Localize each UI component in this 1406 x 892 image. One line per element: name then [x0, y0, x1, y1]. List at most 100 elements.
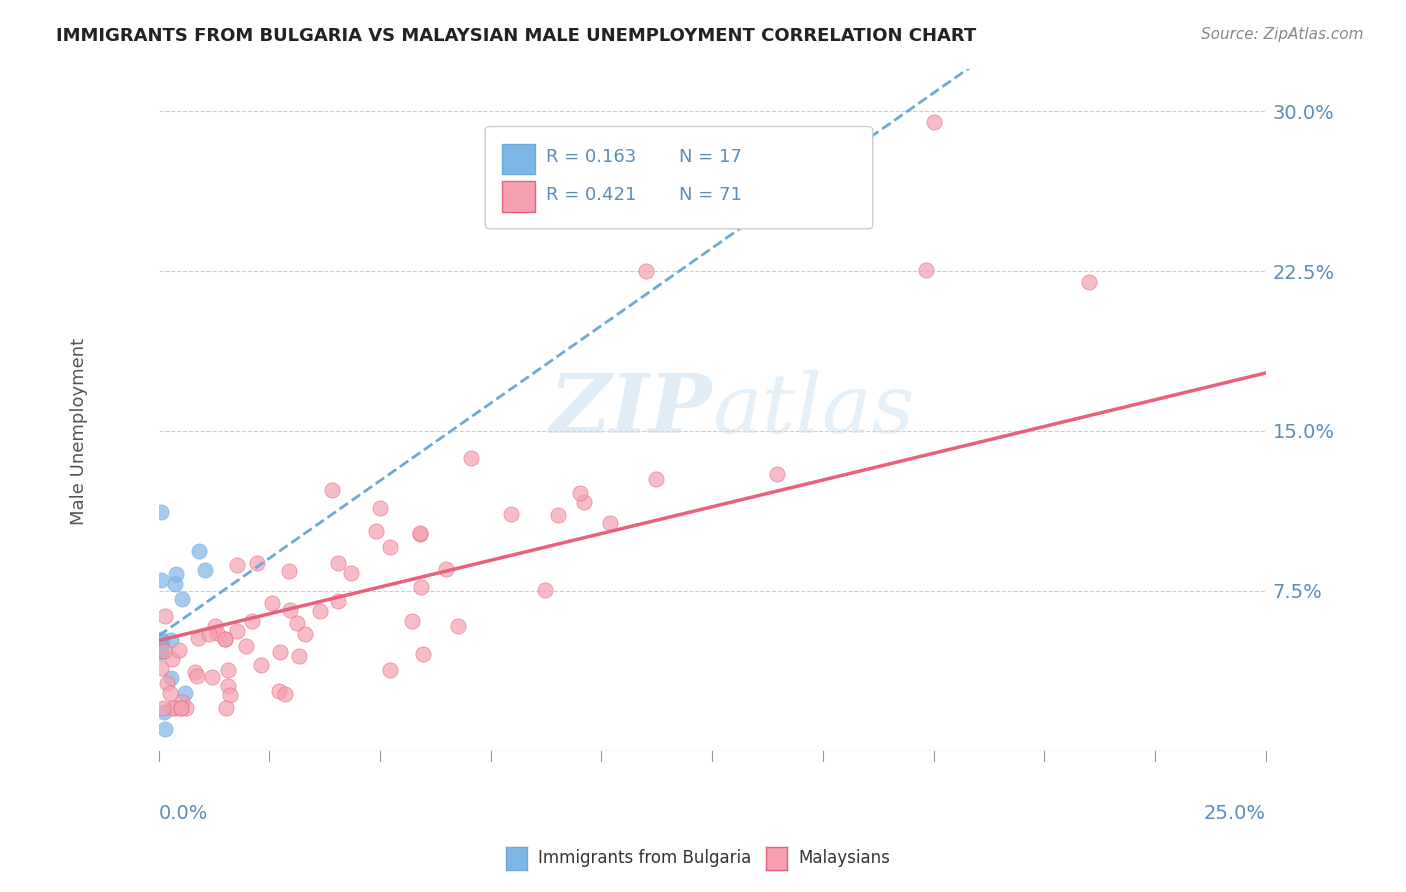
Point	[214, 632, 236, 647]
Point	[250, 658, 273, 673]
Point	[309, 604, 332, 618]
Point	[201, 670, 224, 684]
Text: atlas: atlas	[713, 369, 914, 450]
Point	[167, 643, 190, 657]
Point	[152, 706, 174, 720]
Point	[150, 573, 173, 587]
Point	[198, 627, 221, 641]
Point	[174, 701, 197, 715]
Point	[153, 722, 176, 736]
Point	[409, 526, 432, 541]
Point	[184, 665, 207, 680]
Point	[150, 635, 173, 649]
Point	[644, 472, 666, 486]
Text: R = 0.163: R = 0.163	[546, 148, 637, 166]
Point	[572, 495, 595, 509]
Point	[260, 596, 283, 610]
Bar	[502, 144, 536, 174]
Point	[174, 686, 197, 700]
Point	[165, 567, 187, 582]
Point	[153, 644, 176, 658]
Text: N = 71: N = 71	[679, 186, 742, 203]
Point	[153, 609, 176, 624]
Point	[162, 701, 184, 715]
Point	[226, 558, 249, 573]
Point	[194, 562, 217, 576]
Point	[412, 647, 434, 661]
Text: Male Unemployment: Male Unemployment	[70, 337, 89, 524]
Point	[447, 618, 470, 632]
Point	[169, 701, 191, 715]
Point	[460, 451, 482, 466]
Point	[170, 701, 193, 715]
Point	[217, 663, 239, 677]
Point	[277, 564, 299, 578]
Point	[162, 652, 184, 666]
Point	[294, 627, 316, 641]
Point	[159, 671, 181, 685]
Point	[170, 695, 193, 709]
Point	[235, 639, 257, 653]
Point	[364, 524, 387, 538]
Point	[378, 540, 401, 554]
Text: R = 0.421: R = 0.421	[546, 186, 637, 203]
Point	[172, 591, 194, 606]
Point	[326, 557, 349, 571]
Point	[499, 507, 522, 521]
Point	[434, 562, 457, 576]
Point	[149, 505, 172, 519]
Point	[409, 580, 432, 594]
Point	[321, 483, 343, 498]
Point	[159, 686, 181, 700]
Text: IMMIGRANTS FROM BULGARIA VS MALAYSIAN MALE UNEMPLOYMENT CORRELATION CHART: IMMIGRANTS FROM BULGARIA VS MALAYSIAN MA…	[56, 27, 977, 45]
Text: 0.0%: 0.0%	[159, 804, 208, 823]
Point	[409, 527, 432, 541]
Point	[534, 582, 557, 597]
Point	[547, 508, 569, 522]
Point	[380, 663, 402, 677]
Point	[156, 675, 179, 690]
Point	[187, 631, 209, 645]
Point	[214, 701, 236, 715]
Point	[285, 616, 308, 631]
Point	[214, 632, 236, 646]
Bar	[502, 181, 536, 211]
Point	[766, 467, 789, 481]
Point	[328, 594, 350, 608]
Point	[915, 262, 938, 277]
Point	[246, 557, 269, 571]
Point	[278, 602, 301, 616]
Point	[569, 486, 592, 500]
Point	[218, 689, 240, 703]
Point	[922, 115, 945, 129]
Point	[149, 632, 172, 646]
Point	[368, 500, 391, 515]
Text: ZIP: ZIP	[550, 369, 713, 450]
Point	[204, 619, 226, 633]
Text: 25.0%: 25.0%	[1204, 804, 1265, 823]
Point	[205, 626, 228, 640]
Point	[269, 684, 291, 698]
Point	[288, 648, 311, 663]
Point	[187, 544, 209, 558]
FancyBboxPatch shape	[485, 127, 873, 229]
Text: N = 17: N = 17	[679, 148, 742, 166]
Text: Immigrants from Bulgaria: Immigrants from Bulgaria	[538, 849, 752, 867]
Point	[150, 639, 173, 653]
Point	[160, 632, 183, 647]
Point	[149, 643, 172, 657]
Point	[165, 701, 187, 715]
Point	[149, 661, 172, 675]
Point	[1077, 275, 1099, 289]
Point	[217, 679, 239, 693]
Point	[269, 645, 291, 659]
Point	[599, 516, 621, 530]
Point	[225, 624, 247, 638]
Point	[186, 669, 208, 683]
Point	[634, 264, 657, 278]
Point	[273, 687, 295, 701]
Point	[152, 701, 174, 715]
Point	[149, 645, 172, 659]
Point	[165, 577, 187, 591]
Point	[240, 615, 263, 629]
